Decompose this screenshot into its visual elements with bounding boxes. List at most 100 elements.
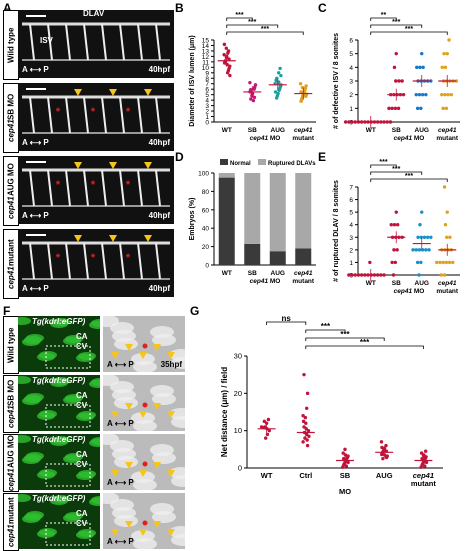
data-point [278,66,282,71]
data-point [416,235,420,239]
ca-label: CA [76,509,88,518]
y-tick-label: 3 [349,235,353,242]
data-point [419,106,423,111]
isv-vessel [155,96,161,134]
y-tick-label: 4 [205,98,209,105]
x-category-label: mutant [411,479,437,488]
x-category-label: SB [392,280,401,287]
data-point [350,273,354,277]
y-tick-label: 80 [202,189,210,196]
axis-label: A ⟷ P [107,537,134,546]
asterisk-marker: * [91,106,96,118]
arrowhead-marker [153,521,161,528]
data-point [420,456,424,461]
ca-label: CA [76,450,88,459]
data-point [305,391,310,396]
data-point [381,456,385,461]
y-tick-label: 2 [205,109,209,116]
inset-box [45,404,91,428]
data-point [419,260,423,265]
data-point [353,120,357,124]
asterisk-marker: * [91,252,96,264]
data-point [442,273,447,277]
arrowhead-marker [167,411,175,418]
data-point [435,260,439,265]
data-point [387,106,391,111]
legend-label: Ruptured DLAVs [268,161,316,167]
y-tick-label: 5 [349,51,353,58]
y-axis-label: # of defective ISV / 8 somites [333,33,340,129]
y-tick-label: 7 [205,81,209,88]
arrowhead-marker [139,529,147,536]
axis-label: A ⟷ P [22,138,49,147]
axis-label: A ⟷ P [22,284,49,293]
data-point [224,46,228,50]
data-point [222,42,227,47]
panel-label-d: D [175,150,184,164]
data-point [299,99,303,103]
isv-vessel [155,242,161,280]
vessel-blob [22,515,40,523]
isv-vessel [119,169,125,207]
data-point [343,447,347,452]
data-point [340,465,345,469]
data-point [418,65,422,70]
y-tick-label: 6 [349,197,353,204]
y-tick-label: 13 [202,48,210,55]
bar-segment [244,243,261,265]
y-tick-label: 12 [202,54,210,61]
data-point [276,71,281,75]
vessel-blob [50,320,68,328]
y-tick-label: 100 [198,171,209,178]
significance-label: *** [261,26,269,33]
asterisk-marker: * [56,179,61,191]
arrowhead-marker [74,89,82,96]
isv-vessel [137,23,143,61]
significance-label: *** [248,19,256,26]
transgene-label: Tg(kdrl:eGFP) [32,317,86,326]
group-label: cep41 MO [250,135,281,142]
panel-a-row-label: cep41 mutant [3,229,19,299]
data-point [417,273,421,277]
isv-vessel [155,23,161,61]
x-category-label: cep41 [294,127,313,134]
data-point [303,415,308,420]
panel-f-green-micrograph: Tg(kdrl:eGFP) CA CV [18,375,100,431]
cell-shape [110,381,134,393]
data-point [423,464,427,468]
data-point [447,38,451,42]
data-point [264,436,268,440]
data-point [447,260,452,265]
y-tick-label: 11 [202,59,209,66]
data-point [415,106,420,111]
y-tick-label: 0 [238,464,242,473]
vessel-blob [89,380,100,388]
data-point [301,414,305,418]
significance-label: *** [360,338,370,347]
arrowhead-marker [109,162,117,169]
panel-label-e: E [318,150,327,164]
data-point [305,443,310,448]
vessel-blob [89,321,100,329]
vessel-blob [18,435,31,443]
ca-label: CA [76,391,88,400]
arrowhead-marker [111,470,119,477]
isv-vessel [47,96,53,134]
arrowhead-marker [167,352,175,359]
inset-box [45,463,91,487]
data-point [420,210,424,214]
data-point [396,106,401,111]
data-point [424,248,428,252]
data-point [393,260,398,265]
x-category-label: AUG [415,127,429,134]
data-point [424,92,428,97]
data-point [390,106,394,111]
cv-label: CV [76,342,88,351]
cell-shape [110,499,134,511]
vessel-blob [50,438,68,446]
vessel-blob [18,376,31,384]
data-point [429,79,433,83]
x-category-label: cep41 [413,471,434,480]
panel-f-green-micrograph: Tg(kdrl:eGFP) CA CV [18,493,100,549]
isv-vessel [29,96,35,134]
